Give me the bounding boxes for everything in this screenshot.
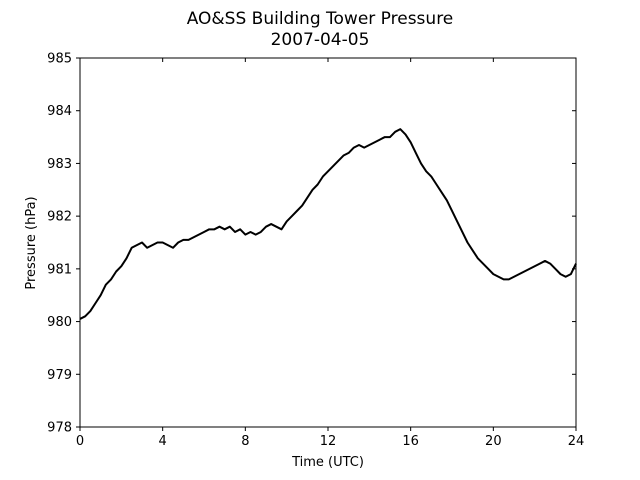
y-tick-label: 978 xyxy=(47,421,72,436)
y-tick-label: 979 xyxy=(47,368,72,383)
x-axis-label: Time (UTC) xyxy=(291,455,364,470)
plot-frame xyxy=(79,57,577,428)
x-tick-label: 24 xyxy=(568,434,585,449)
x-tick-label: 0 xyxy=(76,434,84,449)
plot-area: 0 4 8 12 16 20 24 978 979 980 981 982 983 984 985 xyxy=(47,52,584,450)
series-line-0 xyxy=(79,128,577,320)
chart-subtitle: 2007-04-05 xyxy=(271,30,370,50)
y-tick-label: 983 xyxy=(47,157,72,172)
y-axis-label: Pressure (hPa) xyxy=(24,196,39,289)
x-tick-label: 12 xyxy=(320,434,337,449)
x-tick-label: 16 xyxy=(402,434,419,449)
y-tick-label: 985 xyxy=(47,52,72,67)
chart-title: AO&SS Building Tower Pressure xyxy=(187,9,454,29)
x-tick-label: 20 xyxy=(485,434,502,449)
y-tick-label: 980 xyxy=(47,315,72,330)
y-tick-label: 981 xyxy=(47,262,72,277)
x-tick-label: 4 xyxy=(159,434,167,449)
y-tick-label: 984 xyxy=(47,104,72,119)
y-tick-label: 982 xyxy=(47,210,72,225)
x-tick-label: 8 xyxy=(241,434,249,449)
